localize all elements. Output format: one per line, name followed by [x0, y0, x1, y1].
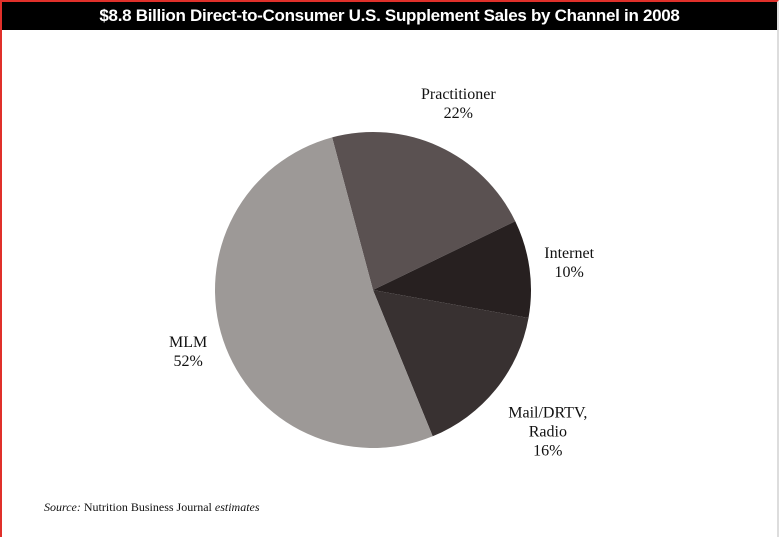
- pie-slice: [373, 221, 532, 318]
- slice-label: Mail/DRTV, Radio 16%: [498, 403, 598, 460]
- category-label: Internet: [544, 245, 595, 263]
- category-label: MLM: [169, 334, 208, 352]
- value-label: 52%: [173, 353, 203, 371]
- chart-title: $8.8 Billion Direct-to-Consumer U.S. Sup…: [2, 2, 777, 30]
- slice-label: Practitioner 22%: [408, 85, 508, 123]
- pie-slice: [215, 137, 433, 448]
- slice-label: Internet 10%: [519, 244, 619, 282]
- pie-slice: [332, 132, 516, 290]
- source-note: estimates: [214, 500, 260, 514]
- source: Source: Nutrition Business Journal estim…: [44, 500, 260, 515]
- value-label: 16%: [533, 442, 563, 460]
- source-label: Source:: [44, 500, 81, 514]
- category-label: Practitioner: [421, 85, 496, 103]
- value-label: 22%: [443, 104, 473, 122]
- pie-slice: [373, 290, 529, 437]
- value-label: 10%: [554, 264, 584, 282]
- category-label: Mail/DRTV, Radio: [508, 404, 588, 441]
- slice-label: MLM 52%: [138, 333, 238, 371]
- source-text: Nutrition Business Journal: [83, 500, 212, 514]
